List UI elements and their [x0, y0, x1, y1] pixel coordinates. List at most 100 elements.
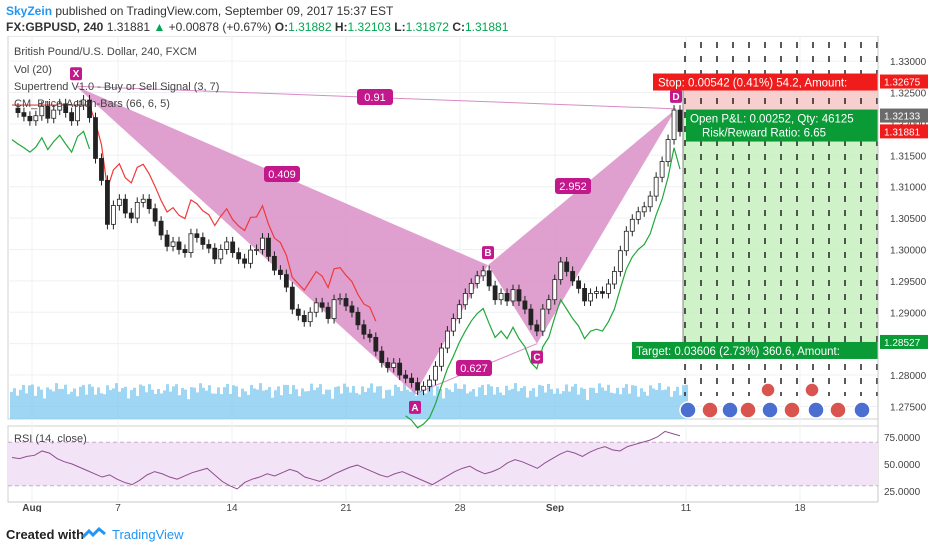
volume-bar [70, 391, 73, 419]
volume-bar [97, 387, 100, 419]
price-chart-svg[interactable]: 0.91 0.409 0.627 2.952 X A B C D Stop: 0.00542 (0… [0, 35, 932, 514]
candle-body [93, 117, 98, 159]
volume-bar [55, 383, 58, 419]
supertrend-green-line [405, 147, 681, 429]
candle-body [188, 233, 194, 254]
event-flag-icon [783, 401, 801, 419]
y-tick-label: 1.29500 [890, 277, 927, 288]
volume-bar [661, 390, 664, 419]
candle-body [57, 103, 63, 111]
volume-bar [337, 386, 340, 419]
volume-bar [499, 392, 502, 419]
y-tick-label: 1.31000 [890, 183, 927, 194]
candle-body [266, 237, 271, 257]
volume-bar [187, 399, 190, 419]
candle-body [146, 198, 152, 210]
volume-bar [532, 388, 535, 419]
volume-bar [604, 390, 607, 419]
volume-bar [88, 384, 91, 419]
volume-bar [649, 385, 652, 419]
volume-bar [298, 396, 301, 419]
candle-body [15, 107, 21, 113]
candle-body [63, 103, 69, 114]
volume-bar [619, 394, 622, 419]
volume-bar [490, 386, 493, 419]
candle-body [456, 304, 462, 319]
volume-bar [292, 385, 295, 419]
candle-body [606, 283, 611, 294]
candle-body [110, 205, 116, 225]
candle-body [349, 305, 355, 313]
price-tag-box [880, 108, 928, 123]
volume-bar [517, 391, 520, 419]
volume-bar [544, 392, 547, 419]
candle-body [564, 261, 570, 272]
candle-body [546, 299, 552, 310]
candle-body [331, 299, 337, 319]
volume-bar [385, 390, 388, 419]
candle-body [212, 247, 218, 260]
high-label: H: [334, 20, 348, 34]
volume-bar [442, 398, 445, 419]
candle-body [224, 241, 230, 250]
candle-body [480, 270, 486, 277]
rr-label: Risk/Reward Ratio: 6.65 [702, 128, 826, 140]
candle-body [468, 282, 474, 294]
publish-line: SkyZein published on TradingView.com, Se… [6, 4, 393, 18]
created-with-text: Created with [6, 527, 85, 542]
symbol[interactable]: FX:GBPUSD, 240 [6, 20, 104, 34]
volume-bar [226, 384, 229, 419]
legend-volume: Vol (20) [14, 64, 52, 76]
candle-body [116, 198, 122, 206]
volume-bar [640, 388, 643, 419]
legend-supertrend: Supertrend V1.0 - Buy or Sell Signal (3,… [14, 81, 220, 93]
candle-body [254, 249, 259, 251]
volume-bar [520, 387, 523, 419]
pattern-point-box [482, 246, 494, 260]
candle-body [629, 218, 635, 232]
candle-body [81, 99, 86, 106]
volume-bar [478, 387, 481, 419]
x-tick-label: 14 [226, 503, 238, 512]
y-tick-label: 1.32500 [890, 89, 927, 100]
candle-body [611, 271, 617, 285]
volume-bar [508, 390, 511, 419]
candle-body [272, 255, 277, 271]
volume-bar [451, 391, 454, 419]
tradingview-brand[interactable]: TradingView [112, 527, 184, 542]
volume-bar [253, 388, 256, 419]
volume-bar [493, 394, 496, 419]
candle-body [27, 115, 33, 122]
author-link[interactable]: SkyZein [6, 4, 53, 18]
candle-body [427, 379, 432, 387]
candle-body [152, 208, 158, 222]
pattern-xab [76, 86, 488, 394]
event-flag-icon [829, 401, 847, 419]
candle-body [397, 362, 403, 376]
pattern-point-label: X [73, 69, 80, 80]
candle-body [87, 99, 92, 119]
volume-bar [427, 385, 430, 419]
volume-bar [148, 384, 151, 419]
volume-bar [127, 398, 130, 419]
volume-bar [76, 396, 79, 419]
price-change: +0.00878 (+0.67%) [168, 20, 272, 34]
volume-bar [556, 388, 559, 419]
volume-bar [676, 386, 679, 419]
volume-bar [394, 384, 397, 419]
volume-bar [631, 385, 634, 419]
candle-body [69, 112, 75, 122]
volume-bar [178, 395, 181, 419]
candle-body [600, 291, 605, 294]
volume-bar [562, 391, 565, 419]
close-value: 1.31881 [464, 20, 509, 34]
volume-bar [637, 396, 640, 419]
y-tick-label: 1.33000 [890, 57, 927, 68]
volume-bar [109, 390, 112, 419]
pl-label: Open P&L: 0.00252, Qty: 46125 [690, 114, 854, 126]
volume-bar [274, 390, 277, 419]
candle-body [665, 139, 671, 162]
volume-bar [220, 394, 223, 419]
chart-area[interactable]: 0.91 0.409 0.627 2.952 X A B C D Stop: 0.00542 (0… [0, 35, 932, 514]
volume-bar [310, 383, 313, 419]
